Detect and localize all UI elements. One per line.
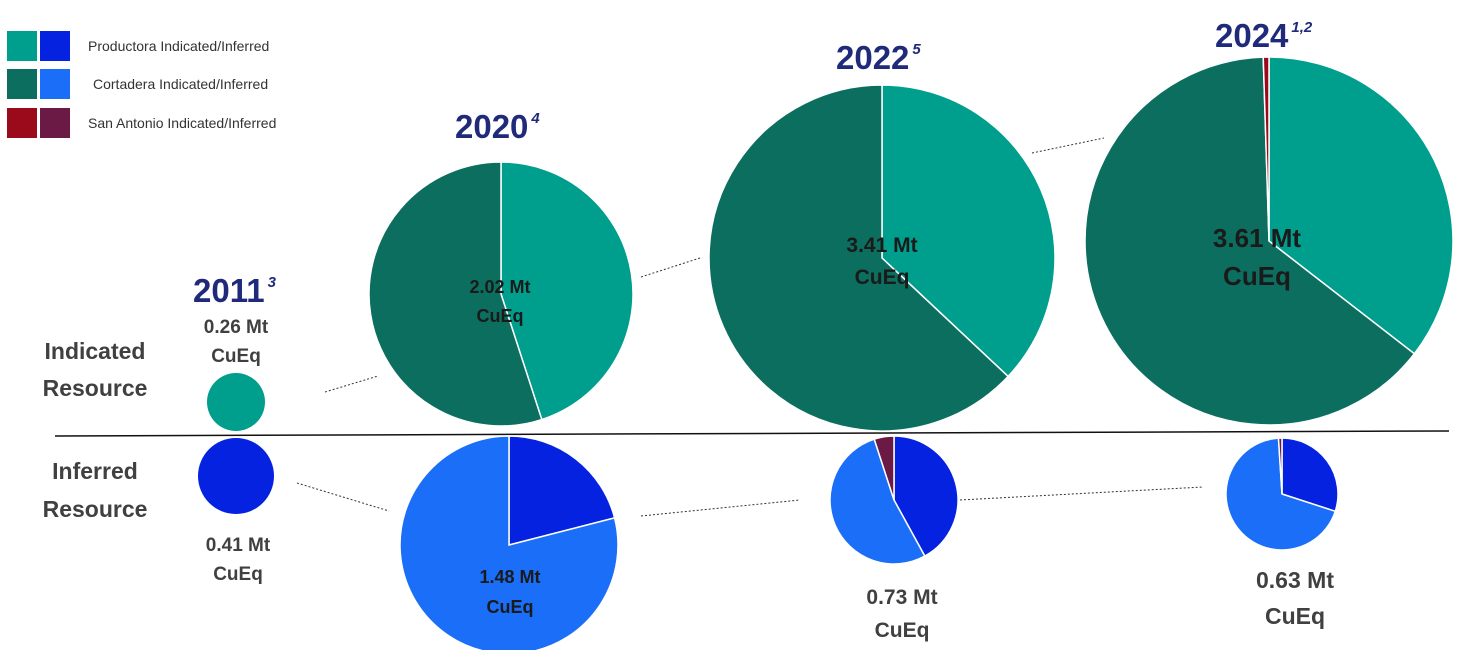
connector-indicated-2020-2022 bbox=[640, 257, 701, 278]
indicated-row-label-line2: Resource bbox=[43, 375, 148, 401]
legend-item-san-antonio: San Antonio Indicated/Inferred bbox=[7, 108, 276, 138]
pie-slice-2020-inferred-cortadera bbox=[399, 435, 619, 650]
value-label-2020-indicated-line2: CuEq bbox=[477, 306, 524, 326]
value-label-2022-indicated-line1: 3.41 Mt bbox=[846, 234, 917, 257]
pie-slice-2020-indicated-productora bbox=[500, 161, 634, 421]
pie-2020-inferred bbox=[399, 435, 619, 650]
value-label-2020-inferred-line1: 1.48 Mt bbox=[479, 567, 540, 587]
pie-slice-2024-indicated-san-antonio bbox=[1262, 56, 1270, 242]
value-label-2011-indicated-line2: CuEq bbox=[211, 346, 261, 367]
year-label-2020: 2020 4 bbox=[455, 108, 540, 145]
value-label-2024-indicated-line2: CuEq bbox=[1223, 261, 1291, 291]
legend-swatch-cortadera-inferred bbox=[40, 69, 70, 99]
inferred-row-label-line1: Inferred bbox=[52, 458, 138, 484]
pie-slice-2024-indicated-cortadera bbox=[1084, 56, 1416, 426]
year-sup-2020: 4 bbox=[530, 110, 540, 127]
pie-slice-2011-indicated-productora bbox=[207, 373, 265, 431]
row-divider bbox=[54, 430, 1450, 437]
pie-slice-2024-inferred-cortadera bbox=[1225, 437, 1337, 551]
pie-slice-2022-inferred-cortadera bbox=[829, 438, 926, 565]
indicated-row-label-line1: Indicated bbox=[45, 338, 146, 364]
year-sup-2022: 5 bbox=[912, 41, 921, 58]
legend-label-san-antonio: San Antonio Indicated/Inferred bbox=[88, 115, 276, 131]
pie-slice-2024-indicated-productora bbox=[1268, 56, 1454, 355]
legend-label-cortadera: Cortadera Indicated/Inferred bbox=[93, 76, 268, 92]
pie-slice-2024-inferred-productora bbox=[1281, 437, 1339, 513]
year-text-2011: 2011 bbox=[193, 272, 265, 309]
connector-indicated-2011-2020 bbox=[324, 375, 379, 393]
connector-inferred-2020-2022 bbox=[640, 499, 801, 517]
pie-2024-indicated bbox=[1084, 56, 1454, 426]
value-label-2022-inferred-line1: 0.73 Mt bbox=[866, 586, 937, 609]
pie-2011-inferred bbox=[198, 438, 274, 514]
pie-slice-2022-indicated-cortadera bbox=[708, 84, 1010, 432]
year-label-2024: 2024 1,2 bbox=[1215, 17, 1313, 54]
pie-slice-2022-indicated-productora bbox=[881, 84, 1056, 378]
legend-item-cortadera: Cortadera Indicated/Inferred bbox=[7, 69, 268, 99]
pie-slice-2024-inferred-san-antonio bbox=[1277, 437, 1283, 495]
year-text-2020: 2020 bbox=[455, 108, 528, 145]
value-label-2011-inferred-line1: 0.41 Mt bbox=[206, 535, 271, 556]
year-heading-2011: 2011 3 bbox=[193, 272, 277, 309]
pie-charts bbox=[198, 56, 1454, 650]
year-text-2024: 2024 bbox=[1215, 17, 1289, 54]
legend-swatch-san-antonio-inferred bbox=[40, 108, 70, 138]
legend-swatch-san-antonio-indicated bbox=[7, 108, 37, 138]
pie-slice-2020-inferred-productora bbox=[508, 435, 616, 546]
value-label-2022-indicated-line2: CuEq bbox=[855, 266, 910, 289]
connector-indicated-2022-2024 bbox=[1031, 137, 1105, 154]
year-heading-2020: 2020 4 bbox=[455, 108, 540, 145]
value-label-2022-inferred-line2: CuEq bbox=[875, 619, 930, 642]
year-label-2022: 2022 5 bbox=[836, 39, 921, 76]
pie-2022-inferred bbox=[829, 435, 959, 565]
value-label-2024-inferred-line2: CuEq bbox=[1265, 603, 1325, 629]
legend-label-productora: Productora Indicated/Inferred bbox=[88, 38, 269, 54]
pie-slice-2022-inferred-san-antonio bbox=[873, 435, 895, 501]
value-label-2011-indicated-line1: 0.26 Mt bbox=[204, 317, 269, 338]
pie-2024-inferred bbox=[1225, 437, 1339, 551]
connector-inferred-2011-2020 bbox=[296, 482, 390, 512]
year-heading-2024: 2024 1,2 bbox=[1215, 17, 1313, 54]
year-sup-2024: 1,2 bbox=[1291, 19, 1313, 36]
inferred-row-label-line2: Resource bbox=[43, 496, 148, 522]
pie-2011-indicated bbox=[207, 373, 265, 431]
year-heading-2022: 2022 5 bbox=[836, 39, 921, 76]
value-label-2020-inferred-line2: CuEq bbox=[487, 597, 534, 617]
value-labels: 0.26 Mt CuEq 2.02 Mt CuEq 3.41 Mt CuEq 3… bbox=[204, 223, 1335, 642]
value-label-2011-inferred-line2: CuEq bbox=[213, 564, 263, 585]
value-label-2020-indicated-line1: 2.02 Mt bbox=[469, 277, 530, 297]
value-label-2024-indicated-line1: 3.61 Mt bbox=[1213, 223, 1301, 253]
connectors bbox=[296, 137, 1204, 517]
year-text-2022: 2022 bbox=[836, 39, 909, 76]
pie-2020-indicated bbox=[368, 161, 634, 427]
legend-item-productora: Productora Indicated/Inferred bbox=[7, 31, 269, 61]
legend-swatch-productora-inferred bbox=[40, 31, 70, 61]
pie-2022-indicated bbox=[708, 84, 1056, 432]
pie-slice-2020-indicated-cortadera bbox=[368, 161, 543, 427]
year-label-2011: 2011 3 bbox=[193, 272, 277, 309]
pie-slice-2022-inferred-productora bbox=[893, 435, 959, 558]
legend-swatch-cortadera-indicated bbox=[7, 69, 37, 99]
year-sup-2011: 3 bbox=[268, 274, 277, 291]
pie-slice-2011-inferred-productora bbox=[198, 438, 274, 514]
legend: Productora Indicated/Inferred Cortadera … bbox=[7, 31, 276, 138]
connector-inferred-2022-2024 bbox=[959, 486, 1204, 501]
legend-swatch-productora-indicated bbox=[7, 31, 37, 61]
value-label-2024-inferred-line1: 0.63 Mt bbox=[1256, 567, 1334, 593]
